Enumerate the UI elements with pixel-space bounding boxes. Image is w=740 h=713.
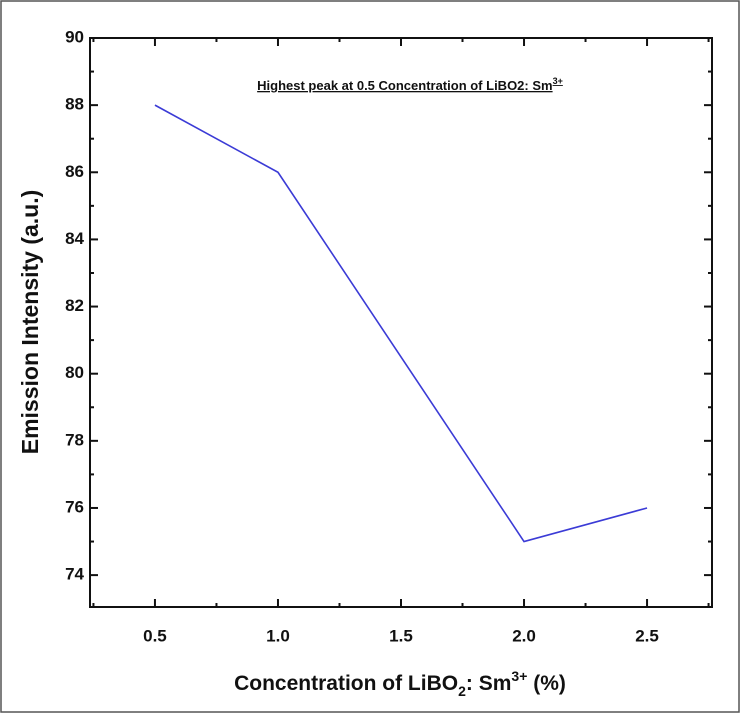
y-tick-label: 74 [65,565,84,584]
y-tick-label: 82 [65,296,84,315]
y-tick-label: 88 [65,95,84,114]
x-label-sup: 3+ [511,668,527,684]
y-tick-label: 78 [65,430,84,449]
annotation: Highest peak at 0.5 Concentration of LiB… [257,76,563,93]
data-line [154,104,648,543]
x-tick-label: 2.5 [635,626,659,645]
x-tick-label: 0.5 [143,626,167,645]
x-label-part: : Sm [466,672,512,695]
x-axis-label: Concentration of LiBO2: Sm3+ (%) [234,668,566,699]
x-label-part: (%) [527,672,566,695]
y-tick-label: 80 [65,363,84,382]
x-label-sub: 2 [458,683,466,699]
y-tick-label: 86 [65,162,84,181]
x-label-part: Concentration of LiBO [234,672,458,695]
annotation-text: Highest peak at 0.5 Concentration of LiB… [257,78,552,93]
y-tick-label: 90 [65,27,84,46]
y-tick-label: 84 [65,229,84,248]
y-tick-label: 76 [65,497,84,516]
x-tick-label: 2.0 [512,626,536,645]
annotation-sup: 3+ [553,76,563,86]
x-tick-label: 1.0 [266,626,290,645]
y-axis-label: Emission Intensity (a.u.) [17,190,43,455]
x-tick-label: 1.5 [389,626,413,645]
